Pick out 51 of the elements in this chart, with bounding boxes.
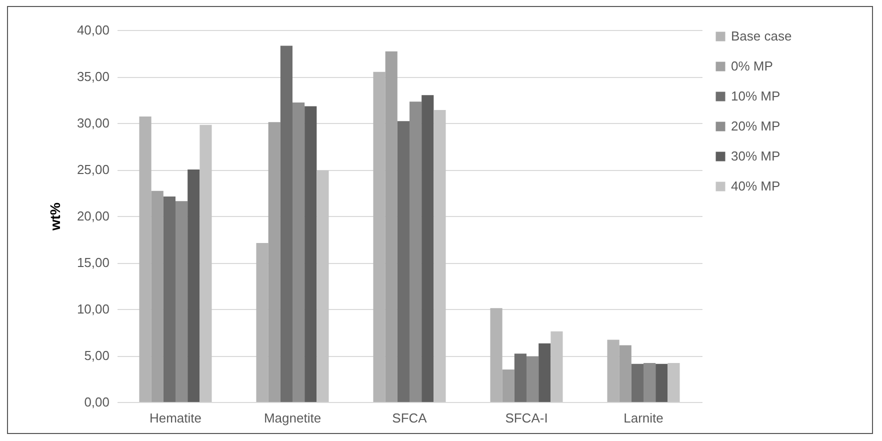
bar <box>631 364 644 402</box>
bar <box>668 362 680 402</box>
bar <box>139 116 152 402</box>
bar <box>163 196 176 402</box>
bar <box>619 345 632 402</box>
legend-label: 40% MP <box>731 178 780 194</box>
bar <box>644 362 656 402</box>
bar <box>526 356 539 402</box>
bar <box>434 110 446 402</box>
x-tick-label: SFCA-I <box>505 410 548 426</box>
x-tick-label: Magnetite <box>264 410 322 426</box>
y-tick-label: 10,00 <box>76 302 110 316</box>
bar <box>176 201 188 402</box>
bar <box>422 95 434 402</box>
bar <box>151 190 164 402</box>
bar <box>607 340 620 402</box>
y-tick-label: 15,00 <box>76 255 110 270</box>
y-tick-label: 0,00 <box>84 394 110 410</box>
legend-label: 0% MP <box>731 58 773 74</box>
bar <box>256 242 268 402</box>
legend-label: 10% MP <box>731 88 780 104</box>
y-tick-label: 35,00 <box>76 69 110 84</box>
bar <box>502 369 514 402</box>
bar <box>268 122 280 402</box>
bar <box>514 354 526 402</box>
bar <box>280 46 292 402</box>
bar <box>200 124 212 402</box>
bar <box>397 121 410 402</box>
y-tick-label: 30,00 <box>76 116 110 130</box>
bar <box>373 72 386 402</box>
x-tick-label: Larnite <box>624 410 664 426</box>
bar <box>292 102 305 402</box>
bar <box>304 106 317 402</box>
bar <box>410 102 422 402</box>
y-tick-label: 5,00 <box>84 348 110 363</box>
x-tick-label: Hematite <box>149 410 202 426</box>
bar <box>188 170 200 402</box>
legend-label: Base case <box>731 28 792 44</box>
bar <box>550 331 563 402</box>
y-axis-title: wt% <box>46 202 63 232</box>
bar <box>316 170 329 402</box>
y-tick-label: 20,00 <box>76 208 110 224</box>
legend-label: 30% MP <box>731 148 780 164</box>
x-tick-label: SFCA <box>392 410 428 426</box>
bar <box>538 343 551 402</box>
legend-label: 20% MP <box>731 118 780 134</box>
bar <box>656 364 668 402</box>
bar <box>385 51 398 402</box>
bar <box>490 308 502 402</box>
y-tick-label: 25,00 <box>76 162 110 177</box>
y-tick-label: 40,00 <box>76 22 110 38</box>
